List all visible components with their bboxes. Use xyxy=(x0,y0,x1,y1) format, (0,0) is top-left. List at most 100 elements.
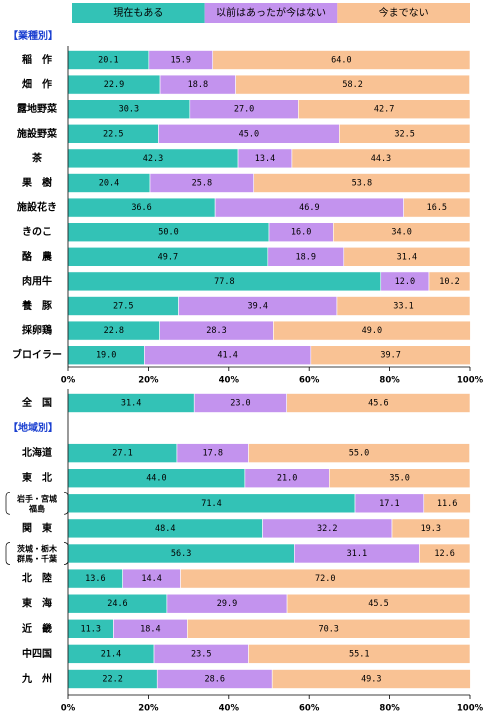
category-label: 肉用牛 xyxy=(22,274,52,287)
value-label: 49.7 xyxy=(158,252,178,262)
value-label: 20.4 xyxy=(99,179,119,189)
value-label: 17.1 xyxy=(379,499,399,509)
bar-segment xyxy=(419,543,471,564)
value-label: 49.0 xyxy=(362,326,382,336)
value-label: 49.3 xyxy=(361,675,381,685)
value-label: 22.9 xyxy=(104,80,124,90)
x-tick-label: 100% xyxy=(457,376,484,386)
value-label: 45.0 xyxy=(239,129,259,139)
category-label: 施設花き xyxy=(17,201,57,214)
legend-swatch xyxy=(72,3,205,23)
value-label: 19.0 xyxy=(96,351,116,361)
value-label: 19.3 xyxy=(421,524,441,534)
value-label: 32.2 xyxy=(317,524,337,534)
value-label: 11.6 xyxy=(437,499,457,509)
value-label: 21.0 xyxy=(277,474,297,484)
x-tick-label: 60% xyxy=(299,376,320,386)
x-tick-label: 20% xyxy=(138,376,159,386)
category-label: 畑 作 xyxy=(22,78,52,91)
value-label: 16.5 xyxy=(427,203,447,213)
value-label: 42.7 xyxy=(374,105,394,115)
x-tick-label: 20% xyxy=(138,704,159,714)
value-label: 21.4 xyxy=(101,649,121,659)
value-label: 72.0 xyxy=(315,574,335,584)
bar-segment xyxy=(336,296,471,316)
x-tick-label: 80% xyxy=(379,376,400,386)
value-label: 45.6 xyxy=(368,399,388,409)
value-label: 27.0 xyxy=(234,105,254,115)
value-label: 12.0 xyxy=(395,277,415,287)
value-label: 17.8 xyxy=(202,449,222,459)
category-label: 北 陸 xyxy=(22,572,52,585)
value-label: 27.5 xyxy=(113,302,133,312)
bar-segment xyxy=(403,197,471,218)
value-label: 15.9 xyxy=(171,56,191,66)
value-label: 56.3 xyxy=(171,549,191,559)
bar-segment xyxy=(428,271,471,292)
value-label: 22.5 xyxy=(103,129,123,139)
value-label: 48.4 xyxy=(155,524,175,534)
bar-segment xyxy=(328,468,471,489)
section-label: 【業種別】 xyxy=(8,29,58,42)
value-label: 28.3 xyxy=(206,326,226,336)
bar-segment xyxy=(291,148,471,169)
value-label: 35.0 xyxy=(389,474,409,484)
value-label: 39.4 xyxy=(248,302,268,312)
bar-segment xyxy=(310,345,471,366)
bar-segment xyxy=(248,644,471,664)
value-label: 10.2 xyxy=(439,277,459,287)
value-label: 71.4 xyxy=(201,499,221,509)
value-label: 23.5 xyxy=(191,649,211,659)
value-label: 55.0 xyxy=(349,449,369,459)
value-label: 44.3 xyxy=(371,154,391,164)
value-label: 18.9 xyxy=(296,252,316,262)
value-label: 18.8 xyxy=(188,80,208,90)
category-label: 施設野菜 xyxy=(17,127,58,140)
value-label: 58.2 xyxy=(342,80,362,90)
value-label: 50.0 xyxy=(158,228,178,238)
value-label: 27.1 xyxy=(112,449,132,459)
bar-segment xyxy=(333,222,471,242)
value-label: 33.1 xyxy=(393,302,413,312)
category-label: 酪 農 xyxy=(22,250,53,263)
value-label: 32.5 xyxy=(394,129,414,139)
category-label: 果 樹 xyxy=(21,176,52,189)
value-label: 31.1 xyxy=(347,549,367,559)
x-tick-label: 40% xyxy=(219,376,240,386)
value-label: 64.0 xyxy=(331,56,351,66)
value-label: 23.0 xyxy=(230,399,250,409)
category-label: きのこ xyxy=(22,226,52,238)
value-label: 20.1 xyxy=(98,56,118,66)
category-label: 九 州 xyxy=(21,672,52,685)
category-label: 養 豚 xyxy=(21,299,52,312)
value-label: 14.4 xyxy=(141,574,161,584)
value-label: 16.0 xyxy=(291,228,311,238)
x-tick-label: 0% xyxy=(61,704,76,714)
value-label: 13.4 xyxy=(255,154,275,164)
bar-segment xyxy=(273,320,471,341)
x-tick-label: 0% xyxy=(61,376,76,386)
value-label: 39.7 xyxy=(380,351,400,361)
bar-segment xyxy=(423,493,471,514)
category-label: 岩手・宮城福島 xyxy=(16,493,57,513)
value-label: 13.6 xyxy=(85,574,105,584)
bar-segment xyxy=(253,173,471,193)
value-label: 30.3 xyxy=(119,105,139,115)
legend-swatch xyxy=(204,3,338,23)
category-label: 採卵鶏 xyxy=(22,324,52,337)
category-label: 中四国 xyxy=(22,647,52,660)
value-label: 41.4 xyxy=(217,351,237,361)
legend-label: 現在もある xyxy=(113,7,163,19)
value-label: 29.9 xyxy=(217,599,237,609)
value-label: 24.6 xyxy=(107,599,127,609)
category-label: 茨城・栃木群馬・千葉 xyxy=(16,543,58,563)
category-label: 東 海 xyxy=(22,597,52,610)
value-label: 55.1 xyxy=(349,649,369,659)
category-label: ブロイラー xyxy=(12,348,62,361)
value-label: 77.8 xyxy=(214,277,234,287)
x-tick-label: 100% xyxy=(457,704,484,714)
value-label: 36.6 xyxy=(131,203,151,213)
bar-segment xyxy=(187,618,471,639)
value-label: 18.4 xyxy=(140,624,160,634)
